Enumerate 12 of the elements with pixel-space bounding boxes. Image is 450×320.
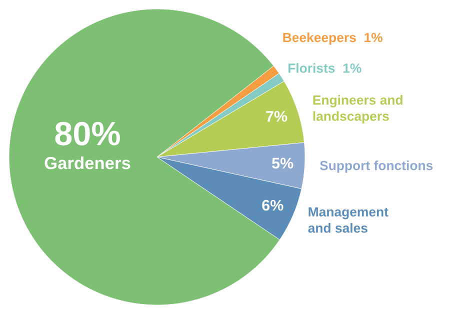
data-label: 6% <box>262 200 284 211</box>
slice-label: Beekeepers <box>283 32 356 45</box>
data-label: 1% <box>364 32 382 42</box>
slice-label: Florists <box>288 63 335 73</box>
data-label: 1% <box>343 64 362 73</box>
data-label: 80% <box>55 122 120 146</box>
slice-label: Engineers and landscapers <box>313 95 402 124</box>
slice-label: Support fonctions <box>320 160 433 173</box>
slice-label: Gardeners <box>44 156 130 170</box>
data-label: 7% <box>266 111 288 122</box>
data-label: 5% <box>272 158 294 169</box>
slice-label: Management and sales <box>308 207 388 233</box>
